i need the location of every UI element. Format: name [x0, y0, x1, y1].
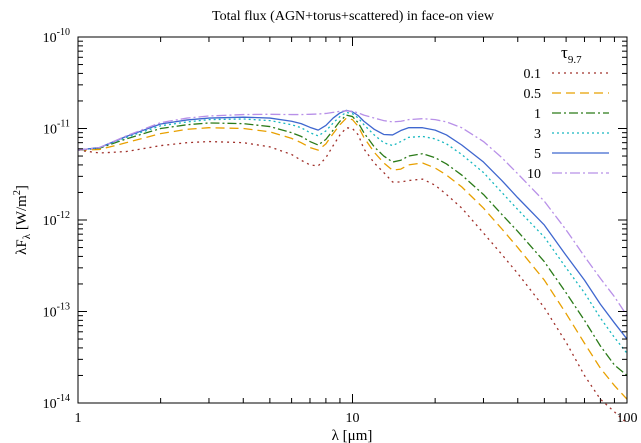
legend-title: τ9.7 [561, 43, 582, 66]
y-tick-exponent: -12 [57, 210, 70, 221]
series-layer [77, 109, 628, 424]
y-axis-label: λFλ [W/m2] [12, 185, 33, 255]
legend-title-sub: 9.7 [568, 54, 582, 66]
series-line-6 [77, 110, 628, 317]
series-line-4 [77, 111, 628, 354]
y-tick-label: 10-12 [43, 210, 70, 229]
y-axis-label-unit-post: ] [14, 185, 30, 190]
x-axis-label-main: λ [332, 428, 340, 443]
x-axis-label-unit: μm [348, 428, 368, 443]
series-line-3 [77, 114, 628, 376]
y-tick-label: 10-10 [43, 27, 70, 46]
y-tick-exponent: -13 [57, 302, 70, 313]
y-axis-label-sub: λ [21, 233, 33, 239]
legend-label-4: 3 [534, 127, 541, 142]
legend: 0.1 0.5 1 3 5 10 [524, 67, 609, 182]
y-tick-base: 10 [43, 214, 57, 229]
y-tick-label: 10-14 [43, 393, 70, 412]
y-tick-exponent: -11 [57, 119, 70, 130]
y-axis-label-unit-pre: [W/m [14, 195, 30, 234]
legend-title-main: τ [561, 43, 568, 62]
y-tick-base: 10 [43, 31, 57, 46]
legend-label-6: 10 [527, 167, 541, 182]
y-axis-label-sup: 2 [12, 190, 23, 195]
y-tick-base: 10 [43, 397, 57, 412]
y-tick-base: 10 [43, 123, 57, 138]
y-tick-exponent: -10 [57, 27, 70, 38]
chart-title: Total flux (AGN+torus+scattered) in face… [212, 9, 495, 24]
x-axis-label-unit-post: ] [367, 428, 372, 443]
y-tick-exponent: -14 [57, 393, 70, 404]
legend-label-1: 0.1 [524, 67, 542, 82]
series-line-5 [77, 109, 628, 340]
plot-frame [77, 36, 628, 404]
y-tick-base: 10 [43, 306, 57, 321]
legend-label-5: 5 [534, 147, 541, 162]
x-tick-label: 10 [346, 411, 360, 426]
x-axis-label: λ [μm] [332, 428, 373, 443]
x-tick-label: 1 [75, 411, 82, 426]
legend-label-3: 1 [534, 107, 541, 122]
series-line-2 [77, 117, 628, 400]
y-axis-label-main: λF [14, 239, 30, 255]
series-line-1 [77, 127, 628, 424]
legend-label-2: 0.5 [524, 87, 542, 102]
x-axis-label-unit-pre: [ [339, 428, 348, 443]
y-tick-label: 10-13 [43, 302, 70, 321]
x-tick-label: 100 [617, 411, 638, 426]
y-tick-label: 10-11 [43, 119, 70, 138]
